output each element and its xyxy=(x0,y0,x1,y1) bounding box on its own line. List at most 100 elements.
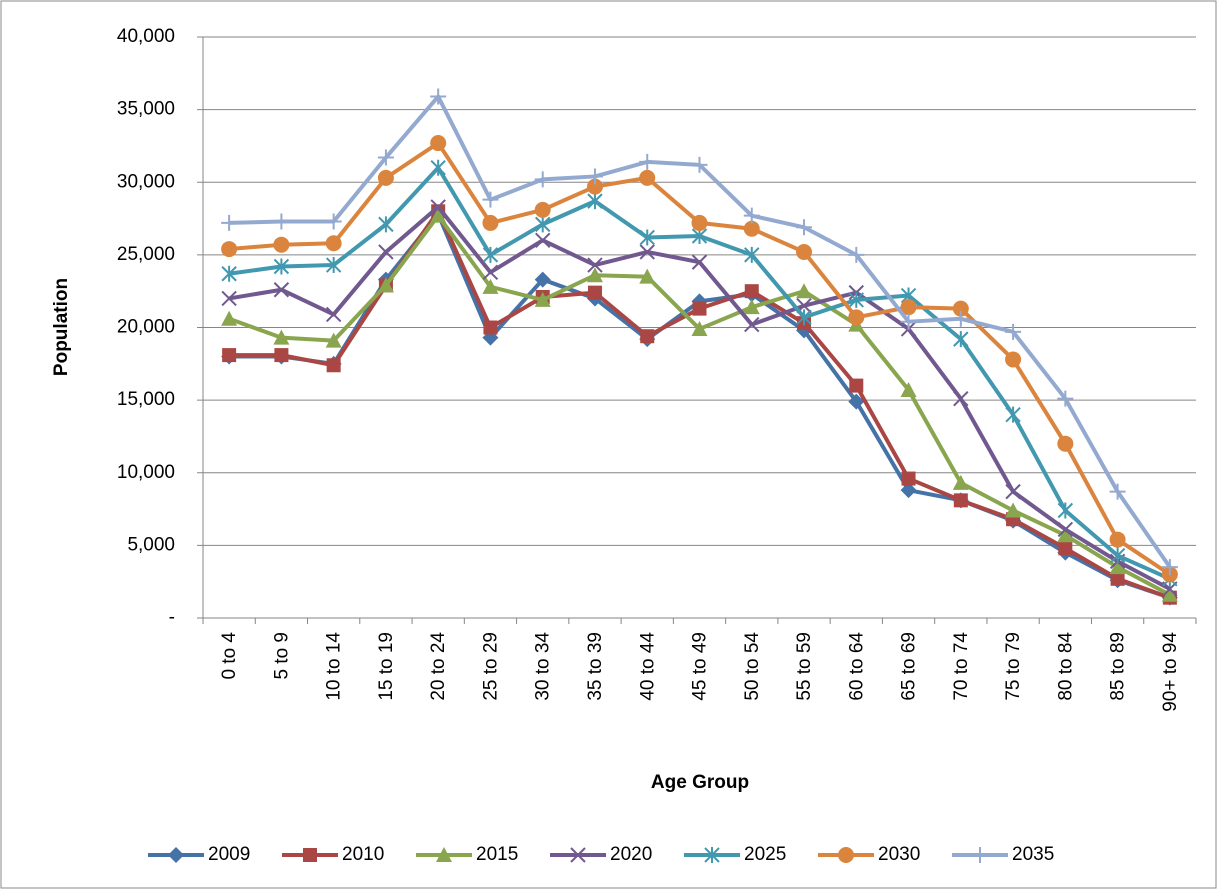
marker xyxy=(1005,483,1021,500)
marker xyxy=(1161,586,1178,602)
marker xyxy=(273,236,290,253)
marker xyxy=(436,847,452,862)
y-tick-label: 15,000 xyxy=(117,389,175,410)
marker xyxy=(221,214,238,231)
marker xyxy=(691,214,708,231)
marker xyxy=(221,310,238,326)
marker xyxy=(900,299,917,316)
marker xyxy=(587,285,602,300)
marker xyxy=(325,332,342,348)
marker xyxy=(430,135,447,152)
marker xyxy=(743,299,760,315)
marker xyxy=(586,178,603,195)
legend-label: 2025 xyxy=(744,844,786,865)
marker xyxy=(953,493,968,508)
marker xyxy=(744,246,760,263)
marker xyxy=(534,271,551,288)
marker xyxy=(796,243,813,260)
x-tick-label: 80 to 84 xyxy=(1055,632,1076,701)
marker xyxy=(639,153,656,170)
marker xyxy=(744,284,759,299)
marker xyxy=(377,169,394,186)
marker xyxy=(430,199,446,215)
marker xyxy=(586,168,603,185)
y-tick-label: 20,000 xyxy=(117,317,175,338)
marker xyxy=(639,169,656,186)
marker xyxy=(325,306,342,323)
x-tick-label: 40 to 44 xyxy=(637,632,658,701)
marker xyxy=(325,257,342,274)
marker xyxy=(222,348,237,363)
marker xyxy=(430,159,446,176)
marker xyxy=(900,313,917,330)
marker xyxy=(639,229,655,246)
legend-label: 2015 xyxy=(476,844,518,865)
marker xyxy=(430,88,447,105)
marker xyxy=(640,329,655,344)
marker xyxy=(691,320,708,336)
marker xyxy=(221,290,237,307)
marker xyxy=(704,847,720,863)
marker xyxy=(691,156,708,173)
marker xyxy=(303,848,317,862)
marker xyxy=(848,309,865,326)
marker xyxy=(378,244,394,260)
marker xyxy=(796,283,813,299)
legend-label: 2035 xyxy=(1012,844,1054,865)
marker xyxy=(1110,571,1125,586)
y-tick-label: 30,000 xyxy=(117,171,175,192)
x-axis-title: Age Group xyxy=(651,772,749,793)
marker xyxy=(952,310,969,327)
marker xyxy=(482,264,499,281)
marker xyxy=(586,267,603,283)
marker xyxy=(1109,483,1126,500)
marker xyxy=(482,278,499,294)
marker xyxy=(972,847,988,863)
marker xyxy=(378,216,394,233)
marker xyxy=(168,847,184,863)
marker xyxy=(483,320,498,335)
marker xyxy=(639,268,656,284)
marker xyxy=(273,258,290,275)
marker xyxy=(848,393,865,410)
marker xyxy=(743,207,760,224)
legend-label: 2020 xyxy=(610,844,652,865)
marker xyxy=(570,847,586,863)
marker xyxy=(692,301,707,316)
marker xyxy=(1109,547,1126,564)
marker xyxy=(221,241,238,258)
y-tick-label: - xyxy=(169,607,175,628)
marker xyxy=(848,291,864,308)
marker xyxy=(221,265,237,282)
marker xyxy=(325,213,342,230)
marker xyxy=(1057,435,1074,452)
marker xyxy=(1005,351,1022,368)
x-tick-label: 90+ to 94 xyxy=(1160,632,1181,712)
x-tick-label: 75 to 79 xyxy=(1003,632,1024,701)
x-tick-label: 10 to 14 xyxy=(324,632,345,701)
x-tick-label: 55 to 59 xyxy=(794,632,815,701)
marker xyxy=(273,213,290,230)
marker xyxy=(535,232,551,249)
marker xyxy=(639,244,655,260)
marker xyxy=(901,471,916,486)
marker xyxy=(534,291,551,307)
marker xyxy=(587,193,603,210)
marker xyxy=(534,171,551,188)
marker xyxy=(1057,521,1074,538)
marker xyxy=(273,282,290,298)
marker xyxy=(1005,502,1022,518)
marker xyxy=(900,482,917,499)
marker xyxy=(691,254,708,270)
marker xyxy=(744,316,760,333)
marker xyxy=(482,191,499,208)
marker xyxy=(952,300,969,317)
legend-label: 2009 xyxy=(208,844,250,865)
x-tick-label: 25 to 29 xyxy=(480,632,501,701)
y-tick-label: 10,000 xyxy=(117,462,175,483)
marker xyxy=(1057,390,1074,407)
marker xyxy=(952,474,969,490)
marker xyxy=(848,246,865,263)
